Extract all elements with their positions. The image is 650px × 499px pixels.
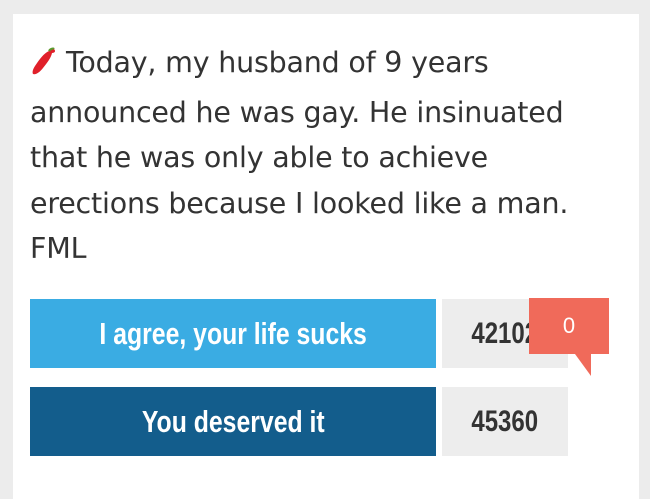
story-text: Today, my husband of 9 years announced h… — [30, 46, 569, 265]
agree-label: I agree, your life sucks — [99, 316, 367, 351]
story-card: Today, my husband of 9 years announced h… — [13, 14, 639, 499]
chili-pepper-icon — [30, 44, 58, 90]
comment-count-badge[interactable]: 0 — [529, 298, 609, 354]
deserved-count: 45360 — [442, 387, 568, 456]
agree-button[interactable]: I agree, your life sucks — [30, 299, 436, 368]
comment-count: 0 — [562, 313, 576, 338]
deserved-label: You deserved it — [141, 404, 325, 439]
deserved-button[interactable]: You deserved it — [30, 387, 436, 456]
comment-badge-tail — [575, 354, 591, 376]
story: Today, my husband of 9 years announced h… — [30, 40, 590, 272]
